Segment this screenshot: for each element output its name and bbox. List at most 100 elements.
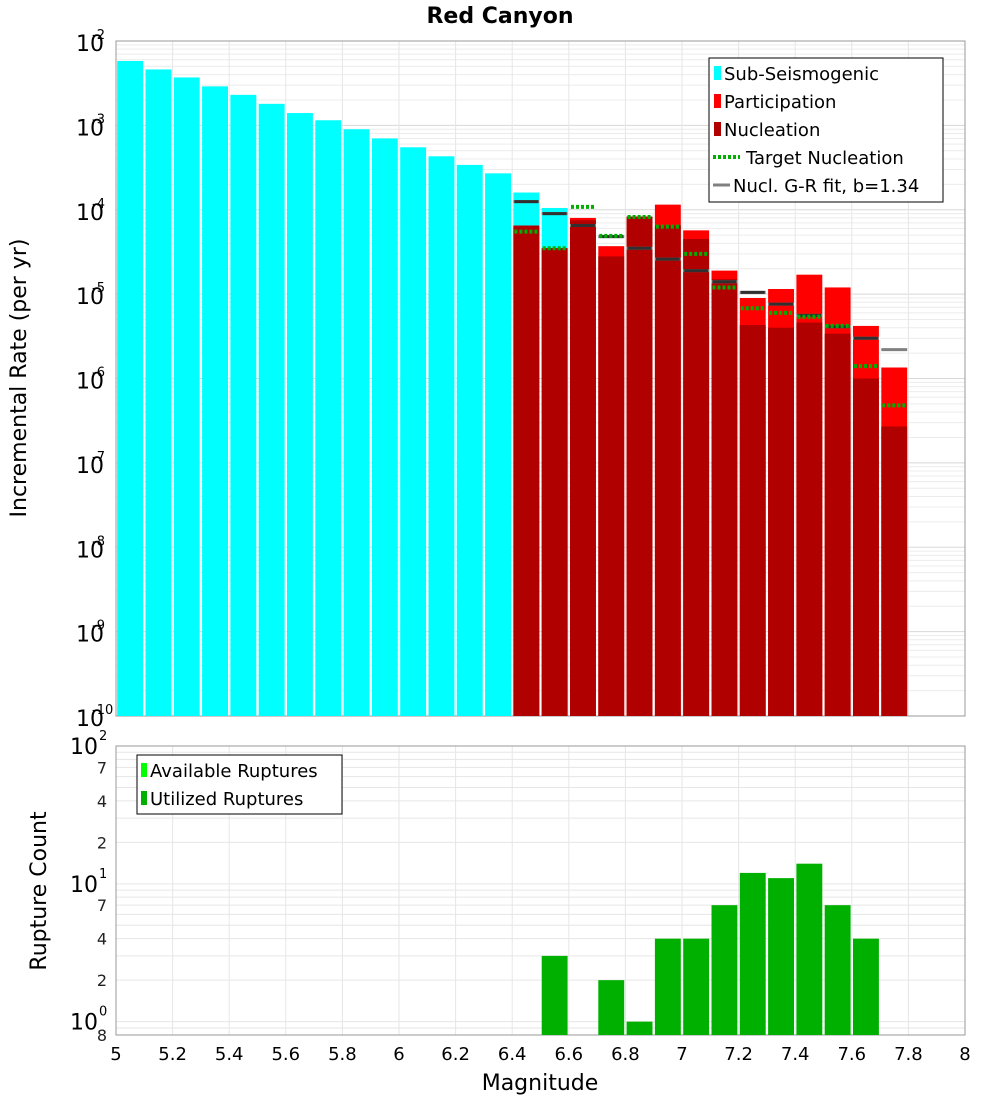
y-tick-exponent: -6 xyxy=(92,366,105,381)
y-tick-base: 10 xyxy=(76,116,104,141)
y-minor-tick-label: 2 xyxy=(97,833,107,852)
x-tick-label: 5.4 xyxy=(215,1044,244,1065)
y-tick: 10-6 xyxy=(76,366,105,395)
y-tick-exponent: -7 xyxy=(92,450,105,465)
x-tick-label: 6.2 xyxy=(441,1044,470,1065)
legend-label-gr-fit: Nucl. G-R fit, b=1.34 xyxy=(733,176,919,197)
top-plot-grid xyxy=(115,41,966,717)
bar-utilized-ruptures xyxy=(626,1021,653,1035)
bar-nucleation xyxy=(768,327,794,716)
y-tick-base: 10 xyxy=(76,538,104,563)
bar-nucleation xyxy=(570,220,596,717)
y-tick-exponent: 2 xyxy=(99,729,107,744)
bar-sub-seismogenic xyxy=(202,86,228,716)
y-axis-label-top: Incremental Rate (per yr) xyxy=(7,239,32,518)
y-tick-exponent: -8 xyxy=(92,534,105,549)
bottom-legend: Available Ruptures Utilized Ruptures xyxy=(136,754,343,815)
y-tick-base: 10 xyxy=(76,285,104,310)
bar-nucleation xyxy=(881,426,908,716)
legend-swatch-available xyxy=(141,763,147,777)
x-axis-label: Magnitude xyxy=(482,1071,599,1096)
y-tick: 10-8 xyxy=(76,534,105,563)
y-tick: 10-5 xyxy=(76,281,105,310)
bar-sub-seismogenic xyxy=(485,173,511,716)
bar-sub-seismogenic xyxy=(315,120,342,717)
bar-utilized-ruptures xyxy=(654,938,681,1035)
y-tick-base: 10 xyxy=(76,623,104,648)
legend-label-target-nucleation: Target Nucleation xyxy=(745,148,904,169)
bar-nucleation xyxy=(683,239,710,716)
bar-sub-seismogenic xyxy=(400,147,427,717)
bar-nucleation xyxy=(626,216,653,716)
y-minor-tick-label: 7 xyxy=(97,896,107,915)
x-tick-label: 8 xyxy=(959,1044,970,1065)
x-tick-label: 7.2 xyxy=(724,1044,753,1065)
x-tick-label: 6 xyxy=(393,1044,404,1065)
y-minor-tick-label: 4 xyxy=(97,792,107,811)
y-tick-base: 10 xyxy=(76,32,104,57)
bar-nucleation xyxy=(796,322,823,716)
bar-sub-seismogenic xyxy=(343,129,370,717)
bar-sub-seismogenic xyxy=(287,113,313,716)
x-tick-label: 5.8 xyxy=(328,1044,357,1065)
bar-sub-seismogenic xyxy=(428,156,455,717)
x-tick-label: 6.6 xyxy=(554,1044,583,1065)
x-tick-label: 7.6 xyxy=(837,1044,866,1065)
y-tick-base: 10 xyxy=(70,1011,98,1036)
y-minor-tick-label: 8 xyxy=(97,1026,107,1045)
y-minor-tick-label: 2 xyxy=(97,971,107,990)
bar-utilized-ruptures xyxy=(768,878,794,1035)
top-legend-box xyxy=(708,57,944,203)
y-minor-tick-label: 4 xyxy=(97,930,107,949)
bar-utilized-ruptures xyxy=(541,955,568,1035)
bar-utilized-ruptures xyxy=(853,938,879,1035)
legend-swatch-utilized xyxy=(141,791,147,805)
y-tick-base: 10 xyxy=(76,707,104,732)
x-tick-label: 7.8 xyxy=(894,1044,923,1065)
y-tick: 10 1 xyxy=(70,867,107,898)
y-tick-base: 10 xyxy=(70,873,98,898)
y-tick-exponent: -3 xyxy=(92,112,105,127)
bar-sub-seismogenic xyxy=(258,103,285,717)
x-tick-label: 7 xyxy=(676,1044,687,1065)
y-tick-exponent: 0 xyxy=(99,1005,107,1020)
y-tick-exponent: -10 xyxy=(92,703,113,718)
legend-label-participation: Participation xyxy=(724,92,836,113)
bar-sub-seismogenic xyxy=(456,164,483,716)
bar-sub-seismogenic xyxy=(145,69,172,716)
bar-sub-seismogenic xyxy=(173,77,200,716)
top-line-marks xyxy=(513,200,908,408)
bottom-legend-box xyxy=(136,754,343,815)
y-tick-base: 10 xyxy=(70,735,98,760)
bar-nucleation xyxy=(541,248,568,717)
bar-nucleation xyxy=(824,333,851,716)
y-axis-label-bottom: Rupture Count xyxy=(27,811,52,971)
top-legend: Sub-Seismogenic Participation Nucleation… xyxy=(708,57,944,203)
y-tick: 10-7 xyxy=(76,450,105,479)
x-tick-label: 5.2 xyxy=(158,1044,187,1065)
y-tick: 10-3 xyxy=(76,112,105,141)
bar-utilized-ruptures xyxy=(683,938,710,1035)
bar-utilized-ruptures xyxy=(711,905,738,1035)
bottom-bars xyxy=(541,863,879,1035)
legend-label-sub-seismogenic: Sub-Seismogenic xyxy=(724,64,879,85)
y-tick-exponent: 1 xyxy=(99,867,107,882)
y-tick-base: 10 xyxy=(76,201,104,226)
x-tick-label: 5 xyxy=(110,1044,121,1065)
y-tick: 10 0 xyxy=(70,1005,107,1036)
y-tick: 10-4 xyxy=(76,197,105,226)
legend-swatch-participation xyxy=(714,94,721,108)
bar-utilized-ruptures xyxy=(598,980,625,1035)
y-minor-tick-label: 7 xyxy=(97,758,107,777)
legend-label-nucleation: Nucleation xyxy=(724,120,820,141)
chart-title: Red Canyon xyxy=(426,4,573,29)
y-tick: 10-10 xyxy=(76,703,113,732)
bar-nucleation xyxy=(711,279,738,716)
y-tick-exponent: -2 xyxy=(92,28,105,43)
bar-sub-seismogenic xyxy=(117,60,144,717)
bar-utilized-ruptures xyxy=(796,863,823,1035)
y-tick-base: 10 xyxy=(76,370,104,395)
bar-nucleation xyxy=(853,378,879,716)
